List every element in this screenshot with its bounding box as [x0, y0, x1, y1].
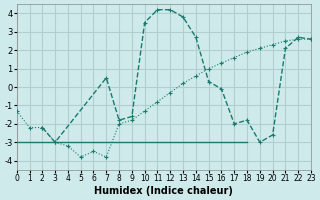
X-axis label: Humidex (Indice chaleur): Humidex (Indice chaleur)	[94, 186, 233, 196]
